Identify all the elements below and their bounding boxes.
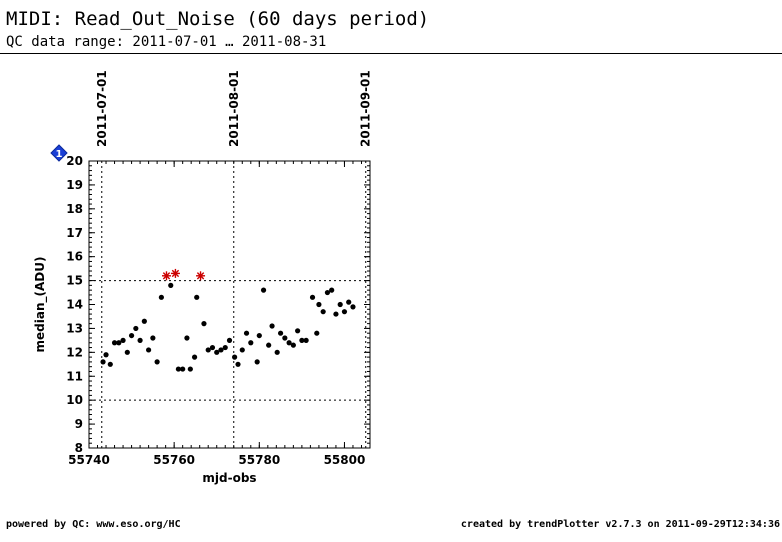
data-point bbox=[226, 337, 233, 343]
data-point bbox=[269, 323, 275, 329]
data-point bbox=[168, 282, 174, 288]
data-point bbox=[141, 318, 147, 324]
data-point bbox=[329, 287, 335, 293]
data-point bbox=[232, 354, 238, 360]
data-point bbox=[295, 328, 301, 334]
data-point bbox=[214, 349, 220, 355]
data-point bbox=[120, 337, 126, 343]
data-point bbox=[341, 309, 348, 315]
data-point bbox=[133, 325, 139, 332]
star-center bbox=[164, 274, 169, 278]
y-tick-label: 13 bbox=[66, 321, 83, 335]
y-axis-label: median_(ADU) bbox=[33, 257, 48, 353]
data-point bbox=[260, 287, 267, 293]
y-tick-label: 18 bbox=[66, 202, 83, 216]
data-point bbox=[350, 304, 356, 310]
y-tick-label: 19 bbox=[66, 178, 83, 192]
y-tick-label: 9 bbox=[75, 417, 83, 431]
data-point bbox=[218, 347, 224, 353]
data-point bbox=[303, 337, 309, 343]
data-point bbox=[320, 309, 326, 315]
data-point bbox=[146, 347, 152, 353]
top-date-tick-label: 2011-09-01 bbox=[359, 70, 373, 147]
data-point bbox=[243, 330, 250, 336]
data-point bbox=[235, 361, 241, 367]
footer-powered-by: powered by QC: www.eso.org/HC bbox=[6, 519, 181, 530]
data-point bbox=[248, 340, 254, 346]
data-point bbox=[314, 330, 320, 336]
top-date-tick-label: 2011-07-01 bbox=[95, 70, 109, 147]
data-point bbox=[239, 347, 245, 353]
outlier-star-point bbox=[196, 271, 206, 281]
data-point bbox=[205, 347, 211, 353]
data-point bbox=[337, 301, 343, 308]
y-tick-label: 14 bbox=[66, 298, 83, 312]
data-point bbox=[150, 335, 156, 341]
y-tick-label: 10 bbox=[66, 393, 83, 407]
star-center bbox=[173, 271, 178, 276]
data-point bbox=[256, 332, 262, 339]
data-point bbox=[124, 349, 130, 355]
data-point bbox=[290, 342, 296, 348]
data-point bbox=[107, 361, 113, 367]
plot-frame bbox=[88, 160, 371, 449]
x-tick-label: 55740 bbox=[68, 453, 110, 467]
data-point bbox=[158, 294, 164, 300]
y-tick-label: 15 bbox=[66, 274, 83, 288]
data-point bbox=[222, 344, 228, 351]
x-tick-label: 55760 bbox=[153, 453, 195, 467]
outlier-star-point bbox=[170, 268, 180, 278]
data-point bbox=[154, 359, 160, 365]
data-point bbox=[254, 359, 260, 365]
data-point bbox=[333, 311, 339, 317]
data-point bbox=[299, 337, 305, 343]
data-point bbox=[277, 330, 284, 336]
data-point bbox=[128, 332, 135, 339]
footer-created-by: created by trendPlotter v2.7.3 on 2011-0… bbox=[460, 519, 780, 530]
y-tick-label: 8 bbox=[75, 441, 83, 455]
diamond-icon bbox=[50, 144, 68, 162]
y-tick-label: 11 bbox=[66, 369, 83, 383]
top-date-tick-label: 2011-08-01 bbox=[227, 70, 241, 147]
chart-subtitle: QC data range: 2011-07-01 … 2011-08-31 bbox=[6, 34, 327, 50]
data-point bbox=[274, 349, 280, 355]
y-tick-label: 17 bbox=[66, 226, 83, 240]
data-point bbox=[111, 340, 118, 346]
data-point bbox=[316, 301, 322, 308]
x-tick-label: 55780 bbox=[238, 453, 280, 467]
data-point bbox=[346, 299, 352, 305]
header-divider bbox=[0, 53, 782, 54]
data-point bbox=[175, 366, 182, 372]
data-point bbox=[137, 337, 143, 343]
data-point bbox=[266, 342, 272, 348]
data-point bbox=[103, 352, 109, 358]
data-point bbox=[201, 321, 207, 327]
outlier-star-point bbox=[161, 271, 171, 281]
x-tick-label: 55800 bbox=[324, 453, 366, 467]
y-tick-label: 12 bbox=[66, 345, 83, 359]
data-point bbox=[100, 359, 106, 365]
x-axis-label: mjd-obs bbox=[202, 471, 256, 485]
y-tick-label: 20 bbox=[66, 154, 83, 168]
data-point bbox=[309, 294, 316, 300]
data-point bbox=[187, 366, 193, 372]
data-point bbox=[194, 294, 200, 300]
diamond-icon-label: 1 bbox=[56, 149, 63, 160]
data-point bbox=[324, 289, 331, 296]
data-point bbox=[282, 335, 288, 341]
data-point bbox=[191, 354, 198, 360]
data-point bbox=[180, 366, 186, 372]
star-center bbox=[198, 274, 203, 278]
data-point bbox=[209, 344, 216, 351]
y-tick-label: 16 bbox=[66, 250, 83, 264]
data-point bbox=[286, 340, 292, 346]
data-point bbox=[184, 335, 190, 341]
chart-title: MIDI: Read_Out_Noise (60 days period) bbox=[6, 8, 430, 30]
data-point bbox=[116, 340, 122, 346]
